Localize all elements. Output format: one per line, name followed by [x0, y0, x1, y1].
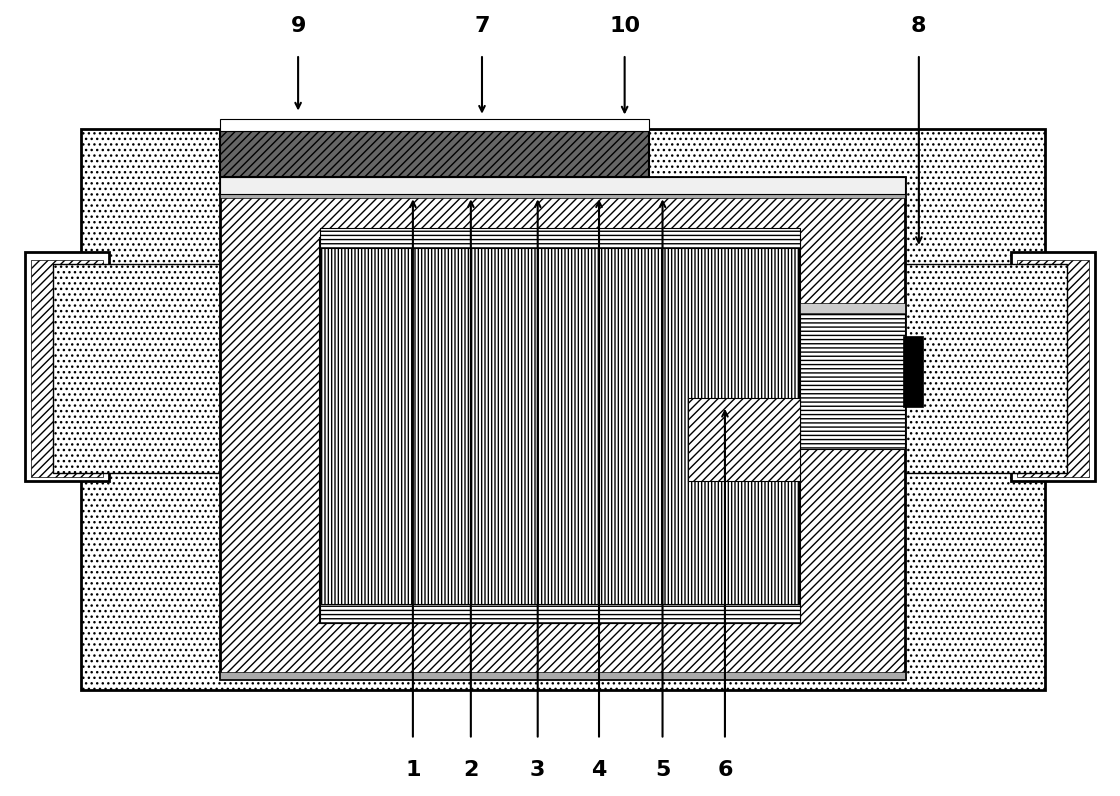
Text: 7: 7 — [474, 16, 489, 36]
Bar — [221, 177, 905, 679]
Text: 5: 5 — [655, 760, 670, 780]
Text: 4: 4 — [591, 760, 607, 780]
Bar — [800, 311, 905, 450]
Text: 1: 1 — [405, 760, 421, 780]
Bar — [899, 263, 1067, 473]
Bar — [81, 129, 1045, 690]
Text: 9: 9 — [290, 16, 306, 36]
Bar — [1011, 252, 1095, 481]
Bar — [25, 252, 109, 481]
Bar — [221, 119, 650, 131]
Text: 2: 2 — [464, 760, 478, 780]
Text: 10: 10 — [609, 16, 641, 36]
Text: 8: 8 — [911, 16, 926, 36]
Bar — [800, 303, 905, 313]
Bar — [1017, 259, 1090, 477]
Bar — [903, 337, 923, 408]
Bar — [320, 238, 800, 623]
Text: 3: 3 — [530, 760, 545, 780]
Bar — [53, 263, 221, 473]
Bar — [221, 192, 905, 198]
Text: 6: 6 — [717, 760, 732, 780]
Bar — [221, 673, 905, 679]
Bar — [688, 398, 800, 481]
Bar — [30, 259, 103, 477]
Bar — [320, 228, 800, 248]
Bar — [221, 177, 905, 194]
Bar — [320, 603, 800, 623]
Bar — [221, 131, 650, 177]
